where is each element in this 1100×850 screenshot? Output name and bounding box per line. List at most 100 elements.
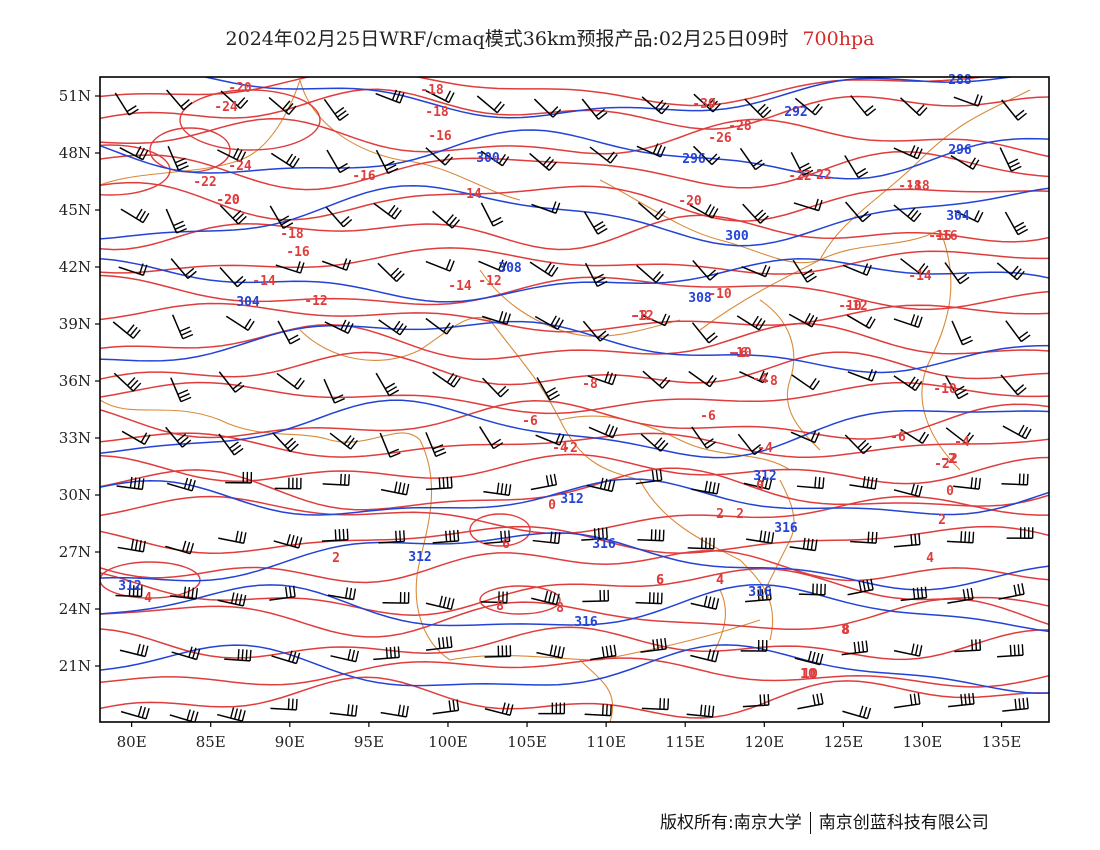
wind-barb	[588, 424, 618, 439]
height-contour	[100, 532, 1049, 591]
height-contour	[100, 478, 1049, 516]
temperature-label: -26	[708, 131, 732, 146]
temperature-label: -16	[934, 229, 958, 244]
wind-barb	[218, 530, 247, 544]
wind-barb	[744, 98, 772, 119]
lat-tick-label: 42N	[59, 258, 91, 276]
temperature-contour	[100, 567, 1049, 616]
temperature-contour	[100, 549, 1049, 584]
boundary-line	[639, 479, 774, 641]
temperature-label: 0	[946, 484, 954, 499]
wind-barb	[484, 702, 514, 716]
temperature-label: -4	[752, 372, 768, 387]
temperature-contour	[100, 453, 1049, 485]
wind-barb	[476, 95, 505, 114]
height-label: 316	[574, 615, 598, 630]
wind-barb	[1006, 527, 1034, 540]
wind-barb	[583, 211, 608, 235]
copyright-text: 版权所有:南京大学	[660, 813, 802, 833]
temperature-contour	[100, 432, 1049, 459]
wind-barb	[790, 430, 820, 444]
wind-barb	[687, 537, 715, 550]
contour-labels: -20 -18-16-22-24-26-28-30-22-20-18-16-14-…	[118, 73, 972, 682]
wind-barb	[1000, 374, 1027, 396]
map-axes: 51N 48N 45N 42N 39N 36N 33N 30N 27N 24N 21N 80E 85E 9…	[59, 87, 1022, 751]
wind-barb	[534, 315, 564, 330]
wind-barb	[689, 204, 719, 219]
wind-barb	[270, 152, 300, 169]
height-label: 316	[774, 521, 798, 536]
height-label: 316	[592, 537, 616, 552]
height-label: 292	[784, 105, 807, 120]
wind-barb	[951, 320, 973, 346]
lon-tick-label: 110E	[586, 733, 626, 751]
map-title: 2024年02月25日WRF/cmaq模式36km预报产品:02月25日09时 7…	[0, 24, 1100, 51]
wind-barb	[691, 426, 717, 449]
lon-tick-label: 135E	[982, 733, 1022, 751]
temperature-label: -14	[448, 279, 472, 294]
temperature-contour	[100, 247, 1049, 275]
temperature-label: -14	[908, 269, 932, 284]
wind-barb	[582, 320, 610, 342]
wind-barb	[425, 595, 455, 611]
temperature-label: -22	[193, 175, 216, 190]
wind-barb	[432, 210, 461, 229]
lon-tick-label: 90E	[275, 733, 305, 751]
wind-barb	[432, 529, 460, 544]
wind-barb	[841, 640, 869, 656]
wind-barb	[739, 370, 769, 384]
wind-barb	[269, 585, 296, 601]
wind-barb	[844, 434, 872, 455]
temperature-label: 8	[556, 601, 564, 616]
temperature-label: -24	[228, 159, 252, 174]
temperature-label: 2	[938, 513, 946, 528]
wind-barb	[379, 432, 401, 458]
height-label: 296	[948, 143, 972, 158]
wind-barb	[691, 322, 718, 344]
height-label: 316	[748, 585, 772, 600]
temperature-label: 2	[332, 551, 340, 566]
wind-barb	[121, 430, 151, 445]
temperature-label: -6	[700, 409, 716, 424]
wind-barb	[217, 707, 246, 722]
wind-barb	[217, 147, 247, 163]
wind-barb	[791, 374, 820, 391]
wind-barb	[425, 476, 453, 491]
height-label: 288	[948, 73, 972, 88]
wind-barb	[116, 476, 145, 491]
temperature-label: -2	[562, 441, 578, 456]
wind-barb	[165, 426, 192, 448]
boundary-lines	[100, 79, 1031, 722]
wind-barb	[165, 540, 195, 555]
wind-barb	[169, 709, 199, 722]
wind-barb	[113, 372, 142, 392]
wind-barb	[531, 201, 561, 214]
wind-barb	[742, 694, 770, 708]
temperature-contour	[100, 323, 1049, 360]
wind-barb	[581, 98, 608, 120]
title-text: 2024年02月25日WRF/cmaq模式36km预报产品:02月25日09时	[225, 28, 789, 50]
temperature-contour	[100, 351, 1049, 386]
temperature-label: 2	[716, 507, 724, 522]
wind-barb	[324, 319, 354, 334]
wind-barb	[640, 637, 667, 653]
pressure-level: 700hpa	[802, 28, 875, 50]
wind-barb	[170, 258, 197, 279]
temperature-label: -10	[933, 382, 957, 397]
wind-barb	[1005, 320, 1031, 343]
wind-barb	[321, 258, 352, 271]
wind-barb	[170, 377, 192, 403]
temperature-label: -6	[522, 414, 538, 429]
wind-barb	[842, 705, 872, 720]
temperature-label: 6	[656, 573, 664, 588]
wind-barb	[844, 155, 869, 179]
wind-barb	[797, 692, 824, 710]
lat-tick-label: 36N	[59, 372, 91, 390]
wind-barb	[271, 650, 301, 665]
temperature-label: -22	[788, 169, 811, 184]
wind-barb	[953, 94, 983, 107]
temperature-label: 6	[656, 573, 664, 588]
wind-barb	[268, 96, 297, 116]
wind-barb	[535, 433, 565, 446]
wind-barb	[120, 208, 150, 224]
